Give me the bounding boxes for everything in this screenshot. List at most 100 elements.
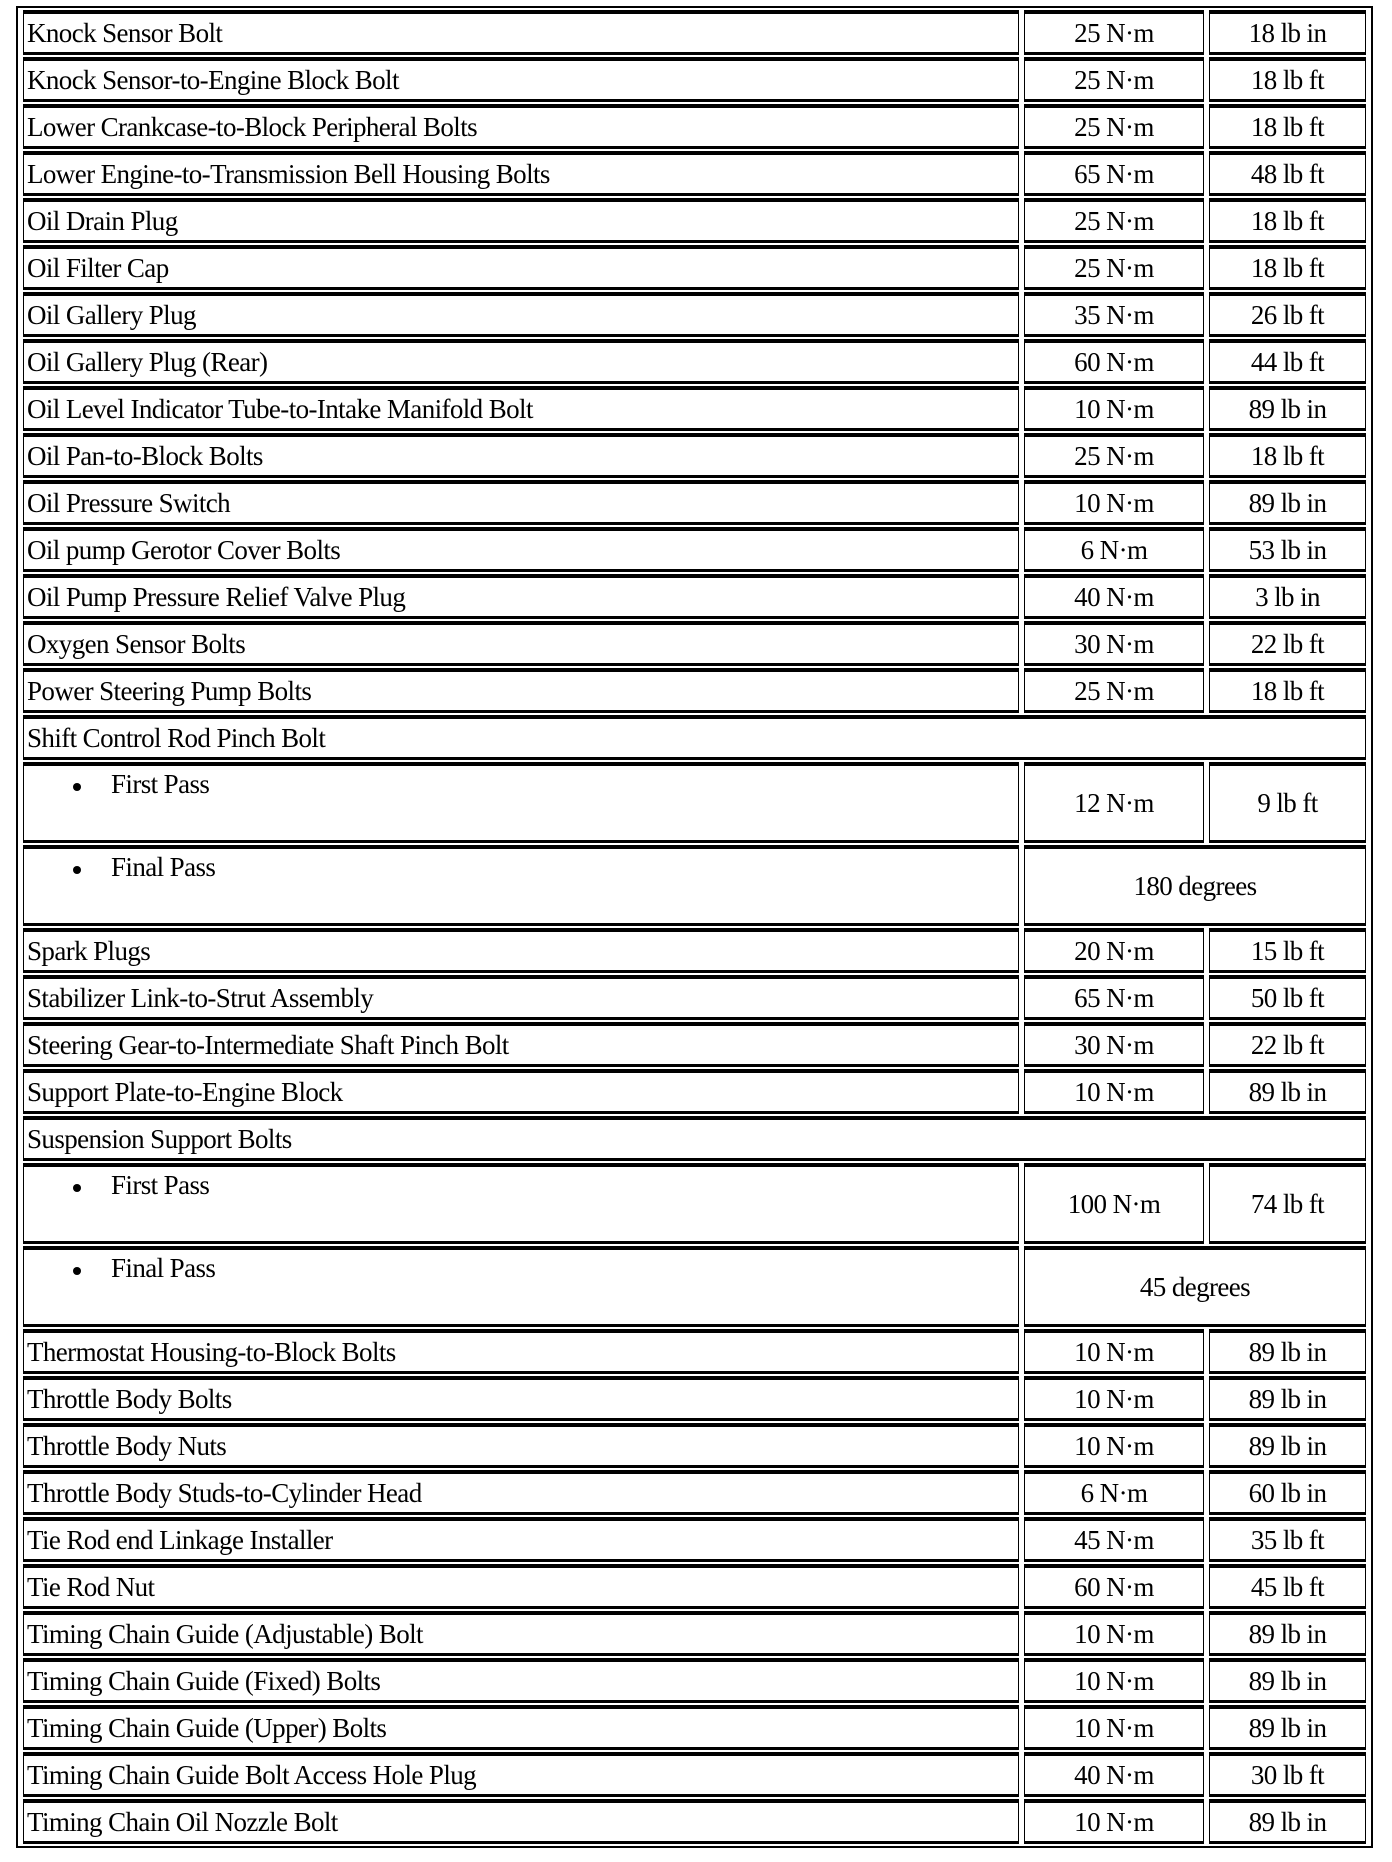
table-row: Tie Rod end Linkage Installer 45 N·m 35 lb…	[23, 1517, 1366, 1562]
sub-step-name: First Pass	[23, 1163, 1019, 1244]
metric-torque: 25 N·m	[1024, 245, 1204, 290]
component-name: Power Steering Pump Bolts	[23, 668, 1019, 713]
english-torque: 3 lb in	[1209, 574, 1366, 619]
metric-torque: 60 N·m	[1024, 1564, 1204, 1609]
component-name: Knock Sensor-to-Engine Block Bolt	[23, 57, 1019, 102]
sub-step-label: Final Pass	[111, 1253, 216, 1283]
table-row: Lower Crankcase-to-Block Peripheral Bolt…	[23, 104, 1366, 149]
english-torque: 15 lb ft	[1209, 928, 1366, 973]
english-torque: 89 lb in	[1209, 386, 1366, 431]
english-torque: 26 lb ft	[1209, 292, 1366, 337]
metric-torque: 35 N·m	[1024, 292, 1204, 337]
table-row: Oil Pump Pressure Relief Valve Plug 40 N·…	[23, 574, 1366, 619]
component-name: Oil Pressure Switch	[23, 480, 1019, 525]
sub-step-label: First Pass	[111, 1170, 210, 1200]
table-row: Knock Sensor Bolt 25 N·m 18 lb in	[23, 10, 1366, 55]
english-torque: 89 lb in	[1209, 1705, 1366, 1750]
metric-torque: 60 N·m	[1024, 339, 1204, 384]
english-torque: 89 lb in	[1209, 1611, 1366, 1656]
table-row: Oil Level Indicator Tube-to-Intake Manif…	[23, 386, 1366, 431]
metric-torque: 45 N·m	[1024, 1517, 1204, 1562]
component-name: Oil pump Gerotor Cover Bolts	[23, 527, 1019, 572]
english-torque: 50 lb ft	[1209, 975, 1366, 1020]
metric-torque: 10 N·m	[1024, 1658, 1204, 1703]
component-name: Oil Filter Cap	[23, 245, 1019, 290]
component-name: Support Plate-to-Engine Block	[23, 1069, 1019, 1114]
english-torque: 45 lb ft	[1209, 1564, 1366, 1609]
sub-step-row: Final Pass 180 degrees	[23, 845, 1366, 926]
english-torque: 18 lb ft	[1209, 57, 1366, 102]
english-torque: 22 lb ft	[1209, 1022, 1366, 1067]
english-torque: 48 lb ft	[1209, 151, 1366, 196]
metric-torque: 20 N·m	[1024, 928, 1204, 973]
table-row: Steering Gear-to-Intermediate Shaft Pinc…	[23, 1022, 1366, 1067]
metric-torque: 30 N·m	[1024, 1022, 1204, 1067]
english-torque: 18 lb ft	[1209, 104, 1366, 149]
table-row: Oil Filter Cap 25 N·m 18 lb ft	[23, 245, 1366, 290]
sub-step-name: Final Pass	[23, 1246, 1019, 1327]
component-name: Oil Pan-to-Block Bolts	[23, 433, 1019, 478]
component-name: Oil Gallery Plug (Rear)	[23, 339, 1019, 384]
metric-torque: 10 N·m	[1024, 480, 1204, 525]
bullet-icon	[73, 1266, 81, 1275]
sub-step-row: First Pass 100 N·m 74 lb ft	[23, 1163, 1366, 1244]
table-row: Stabilizer Link-to-Strut Assembly 65 N·m 5…	[23, 975, 1366, 1020]
component-name: Tie Rod Nut	[23, 1564, 1019, 1609]
component-name: Timing Chain Guide Bolt Access Hole Plug	[23, 1752, 1019, 1797]
english-torque: 89 lb in	[1209, 1069, 1366, 1114]
component-name: Stabilizer Link-to-Strut Assembly	[23, 975, 1019, 1020]
english-torque: 89 lb in	[1209, 1658, 1366, 1703]
angle-value: 180 degrees	[1024, 845, 1366, 926]
table-row: Oil Pressure Switch 10 N·m 89 lb in	[23, 480, 1366, 525]
metric-torque: 30 N·m	[1024, 621, 1204, 666]
component-name: Timing Chain Guide (Fixed) Bolts	[23, 1658, 1019, 1703]
sub-step-name: Final Pass	[23, 845, 1019, 926]
metric-torque: 65 N·m	[1024, 975, 1204, 1020]
table-row: Oil Pan-to-Block Bolts 25 N·m 18 lb ft	[23, 433, 1366, 478]
sub-step-label: Final Pass	[111, 852, 216, 882]
english-torque: 18 lb in	[1209, 10, 1366, 55]
table-row: Oil Drain Plug 25 N·m 18 lb ft	[23, 198, 1366, 243]
english-torque: 18 lb ft	[1209, 668, 1366, 713]
metric-torque: 10 N·m	[1024, 386, 1204, 431]
component-name: Timing Chain Guide (Upper) Bolts	[23, 1705, 1019, 1750]
table-row: Throttle Body Studs-to-Cylinder Head 6 N·…	[23, 1470, 1366, 1515]
metric-torque: 10 N·m	[1024, 1423, 1204, 1468]
english-torque: 44 lb ft	[1209, 339, 1366, 384]
table-row: Tie Rod Nut 60 N·m 45 lb ft	[23, 1564, 1366, 1609]
metric-torque: 65 N·m	[1024, 151, 1204, 196]
group-header-row: Shift Control Rod Pinch Bolt	[23, 715, 1366, 760]
metric-torque: 10 N·m	[1024, 1705, 1204, 1750]
metric-torque: 10 N·m	[1024, 1069, 1204, 1114]
english-torque: 53 lb in	[1209, 527, 1366, 572]
english-torque: 18 lb ft	[1209, 198, 1366, 243]
metric-torque: 25 N·m	[1024, 104, 1204, 149]
metric-torque: 40 N·m	[1024, 1752, 1204, 1797]
component-name: Throttle Body Nuts	[23, 1423, 1019, 1468]
component-name: Knock Sensor Bolt	[23, 10, 1019, 55]
metric-torque: 6 N·m	[1024, 527, 1204, 572]
metric-torque: 6 N·m	[1024, 1470, 1204, 1515]
sub-step-row: Final Pass 45 degrees	[23, 1246, 1366, 1327]
bullet-icon	[73, 782, 81, 791]
table-row: Timing Chain Oil Nozzle Bolt 10 N·m 89 lb …	[23, 1799, 1366, 1844]
english-torque: 18 lb ft	[1209, 433, 1366, 478]
metric-torque: 10 N·m	[1024, 1376, 1204, 1421]
table-row: Throttle Body Nuts 10 N·m 89 lb in	[23, 1423, 1366, 1468]
component-name: Timing Chain Oil Nozzle Bolt	[23, 1799, 1019, 1844]
english-torque: 89 lb in	[1209, 1799, 1366, 1844]
component-name: Throttle Body Bolts	[23, 1376, 1019, 1421]
angle-value: 45 degrees	[1024, 1246, 1366, 1327]
group-name: Suspension Support Bolts	[23, 1116, 1366, 1161]
component-name: Throttle Body Studs-to-Cylinder Head	[23, 1470, 1019, 1515]
english-torque: 9 lb ft	[1209, 762, 1366, 843]
english-torque: 89 lb in	[1209, 1376, 1366, 1421]
component-name: Spark Plugs	[23, 928, 1019, 973]
metric-torque: 25 N·m	[1024, 10, 1204, 55]
component-name: Tie Rod end Linkage Installer	[23, 1517, 1019, 1562]
group-header-row: Suspension Support Bolts	[23, 1116, 1366, 1161]
table-row: Timing Chain Guide (Adjustable) Bolt 10 N…	[23, 1611, 1366, 1656]
metric-torque: 12 N·m	[1024, 762, 1204, 843]
table-row: Oil pump Gerotor Cover Bolts 6 N·m 53 lb i…	[23, 527, 1366, 572]
english-torque: 22 lb ft	[1209, 621, 1366, 666]
